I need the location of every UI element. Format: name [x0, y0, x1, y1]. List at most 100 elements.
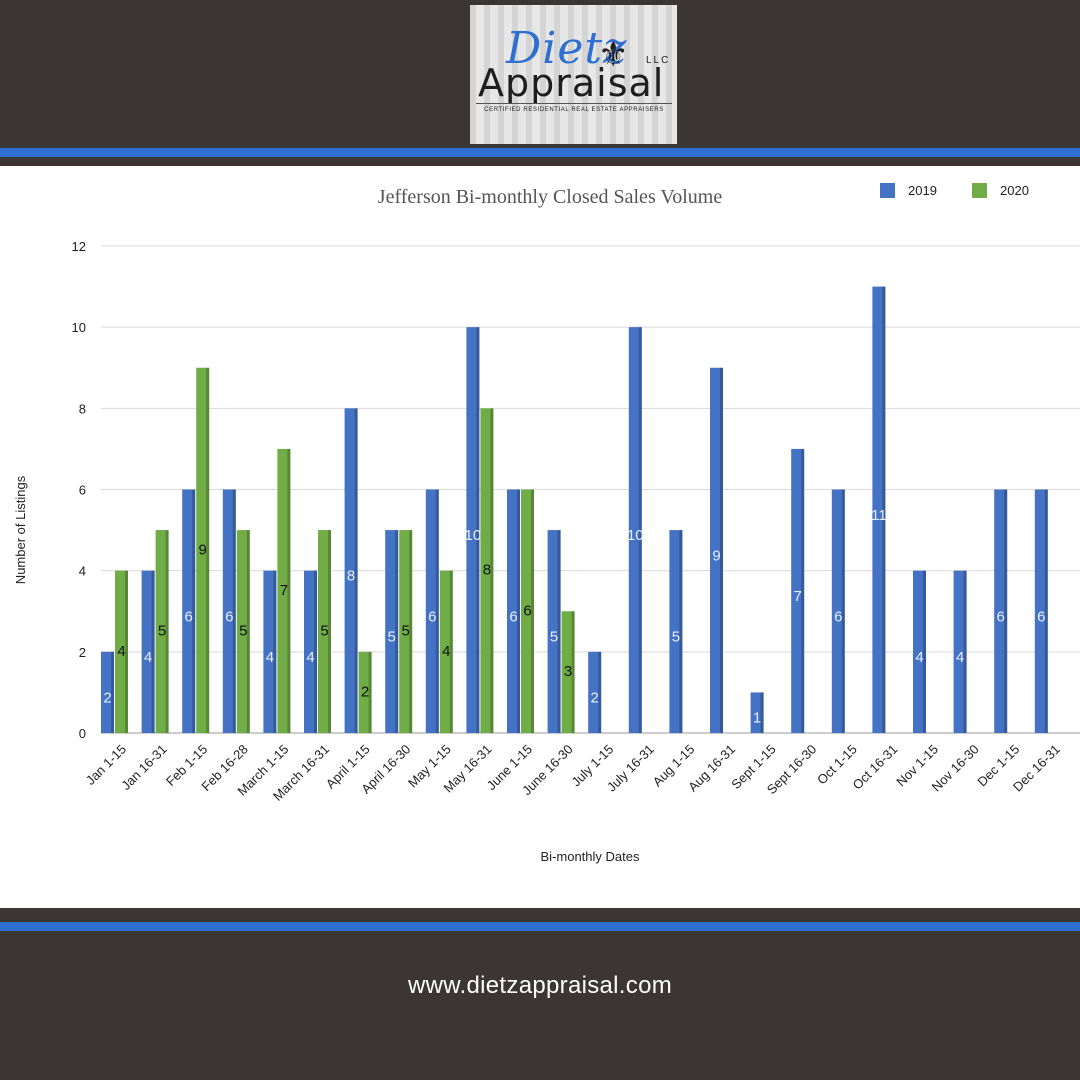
data-label-2019: 10: [627, 527, 644, 544]
bar-2019: [913, 570, 926, 733]
data-label-2019: 6: [1037, 608, 1045, 625]
y-tick-label: 2: [79, 645, 86, 660]
bar-shade: [232, 489, 236, 733]
bar-shade: [449, 570, 453, 733]
bar-2019: [831, 489, 845, 733]
bar-shade: [354, 408, 358, 733]
data-label-2019: 4: [915, 649, 923, 666]
bar-2020: [318, 530, 331, 733]
data-label-2020: 9: [199, 541, 207, 558]
y-axis-ticks: 0 2 4 6 8 10 12: [72, 239, 86, 741]
bar-2020: [155, 530, 169, 733]
data-label-2020: 5: [158, 623, 166, 640]
data-label-2019: 8: [347, 568, 355, 585]
bar-shade: [111, 651, 114, 733]
bar-shade: [923, 570, 926, 733]
data-label-2019: 5: [550, 629, 558, 646]
fleur-de-lis-icon: ⚜: [598, 35, 629, 75]
bar-2020: [399, 530, 413, 733]
footer-website-link[interactable]: www.dietzappraisal.com: [407, 972, 673, 999]
chart-title: Jefferson Bi-monthly Closed Sales Volume: [378, 186, 723, 208]
legend-swatch-2019: [880, 183, 895, 198]
data-label-2019: 4: [144, 649, 152, 666]
logo-tagline: CERTIFIED RESIDENTIAL REAL ESTATE APPRAI…: [484, 107, 664, 113]
y-tick-label: 6: [79, 483, 86, 498]
header-stripe: [0, 148, 1080, 157]
bar-shade: [435, 489, 439, 733]
logo-script-text: Dietz: [506, 23, 628, 74]
bar-2019: [344, 408, 358, 733]
bar-shade: [720, 367, 723, 733]
data-label-2019: 6: [428, 608, 436, 625]
data-label-2019: 11: [871, 507, 887, 524]
data-label-2020: 8: [483, 562, 491, 579]
bar-shade: [963, 570, 967, 733]
bar-2019: [425, 489, 439, 733]
bar-2019: [263, 570, 277, 733]
bar-shade: [679, 530, 683, 733]
bar-shade: [760, 692, 764, 733]
data-label-2019: 4: [306, 649, 314, 666]
logo-building-photo: [470, 5, 677, 144]
chart-legend: 2019 2020: [880, 183, 1029, 198]
bar-shade: [1004, 489, 1008, 733]
data-label-2020: 5: [239, 623, 247, 640]
logo-word-text: Appraisal: [478, 61, 665, 105]
data-label-2019: 7: [794, 588, 802, 605]
data-label-2020: 4: [442, 643, 450, 660]
bar-2020: [358, 651, 372, 733]
bar-2019: [750, 692, 764, 733]
y-axis-title: Number of Listings: [13, 475, 28, 584]
bar-shade: [531, 489, 534, 733]
bar-shade: [517, 489, 520, 733]
bar-2020: [196, 367, 210, 733]
bar-2020: [236, 530, 250, 733]
y-tick-label: 8: [79, 401, 86, 416]
bar-shade: [490, 408, 494, 733]
bar-shade: [557, 530, 561, 733]
y-tick-label: 0: [79, 726, 86, 741]
data-label-2019: 5: [672, 629, 680, 646]
bar-2019: [507, 489, 520, 733]
bar-2019: [466, 327, 480, 733]
data-label-2020: 5: [320, 623, 328, 640]
bar-2019: [628, 327, 642, 733]
bar-2020: [561, 611, 575, 733]
data-label-2019: 5: [388, 629, 396, 646]
bar-shade: [801, 448, 805, 733]
bar-2020: [277, 448, 291, 733]
data-label-2020: 4: [117, 643, 125, 660]
data-label-2019: 10: [465, 527, 482, 544]
bar-shade: [882, 286, 886, 733]
y-tick-label: 4: [79, 564, 86, 579]
data-label-2019: 6: [997, 608, 1005, 625]
bar-2019: [1034, 489, 1048, 733]
legend-label-2020: 2020: [1000, 183, 1029, 198]
bar-shade: [368, 651, 372, 733]
bar-shade: [165, 530, 169, 733]
data-label-2020: 5: [402, 623, 410, 640]
y-tick-label: 12: [72, 239, 86, 254]
y-tick-label: 10: [72, 320, 86, 335]
data-label-2019: 4: [266, 649, 274, 666]
bar-2020: [521, 489, 534, 733]
bar-2019: [994, 489, 1008, 733]
data-label-2019: 6: [834, 608, 842, 625]
bar-shade: [192, 489, 196, 733]
bar-shade: [476, 327, 480, 733]
bar-shade: [841, 489, 845, 733]
bar-2020: [480, 408, 494, 733]
legend-swatch-2020: [972, 183, 987, 198]
bar-shade: [246, 530, 250, 733]
bar-2019: [953, 570, 967, 733]
x-tick-label: Oct 16-31: [850, 742, 901, 793]
data-label-2019: 4: [956, 649, 964, 666]
bar-2019: [669, 530, 683, 733]
data-label-2019: 2: [591, 689, 599, 706]
data-label-2019: 6: [509, 608, 517, 625]
data-label-2019: 2: [103, 689, 111, 706]
bar-shade: [571, 611, 575, 733]
